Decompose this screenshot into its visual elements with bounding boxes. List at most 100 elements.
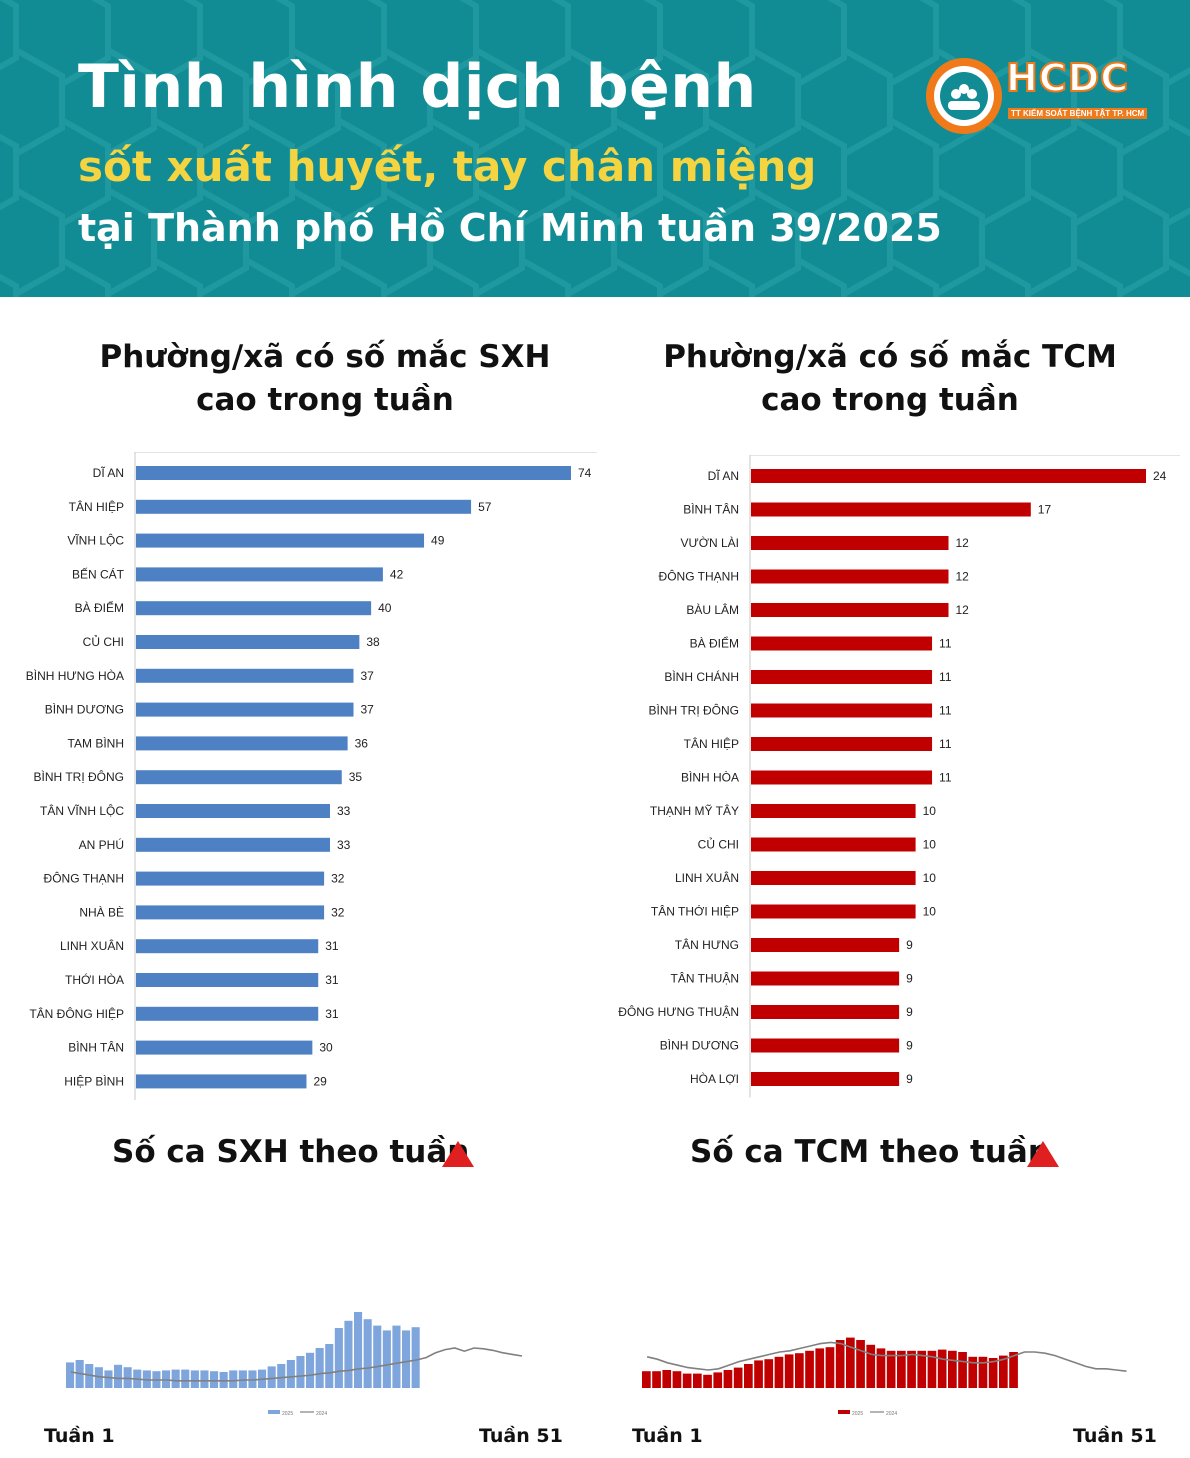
pattern-stroke xyxy=(474,47,525,157)
sxh-weekly-title: Số ca SXH theo tuần xyxy=(112,1134,470,1170)
sxh-wards-title: Phường/xã có số mắc SXH cao trong tuần xyxy=(99,339,551,418)
data-label: 11 xyxy=(939,737,952,751)
weekly-bar-2025 xyxy=(703,1374,712,1388)
data-label: 11 xyxy=(939,670,952,684)
pattern-stroke xyxy=(1164,257,1190,278)
bar xyxy=(751,1038,900,1053)
pattern-stroke xyxy=(336,0,387,87)
tcm-week-end-label: Tuần 51 xyxy=(1073,1425,1157,1447)
data-label: 49 xyxy=(431,534,445,548)
weekly-bar-2025 xyxy=(733,1367,743,1388)
pattern-stroke xyxy=(0,273,19,297)
weekly-bar-2025 xyxy=(856,1340,865,1388)
pattern-stroke xyxy=(428,0,479,87)
bar xyxy=(751,1005,900,1019)
red-up-triangle-icon xyxy=(1027,1141,1059,1167)
bar xyxy=(751,971,900,986)
weekly-bar-2025 xyxy=(85,1364,94,1388)
pattern-stroke xyxy=(888,257,939,297)
data-label: 24 xyxy=(1153,469,1167,483)
weekly-bar-2025 xyxy=(948,1350,957,1388)
pattern-stroke xyxy=(612,0,663,87)
weekly-bar-2025 xyxy=(968,1356,978,1388)
bar xyxy=(136,905,325,920)
bar xyxy=(751,469,1146,483)
category-label: BÀU LÂM xyxy=(686,602,739,617)
weekly-bar-2025 xyxy=(277,1364,286,1388)
weekly-bar-2025 xyxy=(764,1359,774,1388)
pattern-stroke xyxy=(290,47,341,157)
category-label: BÀ ĐIỂM xyxy=(690,636,739,651)
bar xyxy=(136,973,319,987)
legend-swatch-2025 xyxy=(838,1410,850,1414)
data-label: 31 xyxy=(325,939,339,953)
category-label: BÌNH TRỊ ĐÔNG xyxy=(34,769,124,784)
bar xyxy=(136,1074,307,1089)
bar xyxy=(751,502,1031,517)
weekly-bar-2025 xyxy=(162,1370,171,1388)
weekly-bar-2025 xyxy=(988,1358,998,1388)
category-label: HÒA LỢI xyxy=(690,1071,739,1086)
page-title: Tình hình dịch bệnh xyxy=(78,52,757,122)
weekly-bar-2025 xyxy=(411,1327,420,1388)
pattern-stroke xyxy=(14,47,65,157)
weekly-bar-2025 xyxy=(672,1371,682,1388)
weekly-bar-2025 xyxy=(754,1360,763,1388)
weekly-bar-2025 xyxy=(267,1366,276,1388)
bar xyxy=(136,837,330,852)
pattern-stroke xyxy=(842,187,893,297)
pattern-stroke xyxy=(658,187,709,297)
weekly-bar-2025 xyxy=(652,1371,661,1388)
data-label: 11 xyxy=(939,771,952,785)
data-label: 31 xyxy=(325,1007,339,1021)
category-label: ĐÔNG THẠNH xyxy=(44,871,124,886)
pattern-stroke xyxy=(336,257,387,297)
sxh-week-end-label: Tuần 51 xyxy=(479,1425,563,1447)
weekly-bar-2025 xyxy=(402,1330,411,1388)
data-label: 38 xyxy=(366,635,380,649)
weekly-bar-2025 xyxy=(917,1350,927,1388)
category-label: VƯỜN LÀI xyxy=(680,535,739,550)
data-label: 30 xyxy=(319,1041,333,1055)
category-label: HIỆP BÌNH xyxy=(64,1073,124,1088)
data-label: 10 xyxy=(923,871,937,885)
bar xyxy=(751,938,900,952)
page-subtitle-location: tại Thành phố Hồ Chí Minh tuần 39/2025 xyxy=(78,206,942,250)
data-label: 11 xyxy=(939,704,952,718)
pattern-stroke xyxy=(888,0,939,87)
pattern-stroke xyxy=(658,47,709,157)
data-label: 9 xyxy=(906,1039,913,1053)
category-label: BÌNH DƯƠNG xyxy=(45,702,124,717)
pattern-stroke xyxy=(14,187,65,297)
data-label: 57 xyxy=(478,500,492,514)
weekly-bar-2025 xyxy=(897,1350,906,1388)
pattern-stroke xyxy=(60,117,111,227)
data-label: 32 xyxy=(331,905,345,919)
pattern-stroke xyxy=(474,187,525,297)
category-label: BÌNH CHÁNH xyxy=(664,669,739,684)
weekly-bar-2025 xyxy=(210,1371,219,1388)
weekly-bar-2025 xyxy=(835,1340,845,1388)
pattern-stroke xyxy=(152,0,203,87)
bar xyxy=(136,499,472,514)
weekly-bar-2025 xyxy=(114,1364,123,1388)
pattern-stroke xyxy=(198,187,249,297)
pattern-stroke xyxy=(1072,117,1123,227)
bar xyxy=(751,1072,900,1086)
category-label: DĨ AN xyxy=(708,469,739,483)
hcdc-logo: HCDC TT KIỂM SOÁT BỆNH TẬT TP. HCM xyxy=(922,54,1148,138)
bar xyxy=(751,770,933,785)
weekly-line-2024 xyxy=(70,1347,523,1382)
pattern-stroke xyxy=(612,117,663,227)
category-label: TÂN HIỆP xyxy=(684,736,739,751)
pattern-stroke xyxy=(60,0,111,87)
weekly-bar-2025 xyxy=(744,1364,753,1388)
category-label: BÌNH TÂN xyxy=(683,502,739,517)
pattern-stroke xyxy=(382,187,433,297)
tcm-weekly-chart: 2025 2024 xyxy=(642,1337,1127,1417)
weekly-bar-2025 xyxy=(682,1373,692,1388)
pattern-stroke xyxy=(888,117,939,227)
category-label: BÀ ĐIỂM xyxy=(75,600,124,615)
bar xyxy=(136,770,342,785)
category-label: CỦ CHI xyxy=(83,634,124,649)
